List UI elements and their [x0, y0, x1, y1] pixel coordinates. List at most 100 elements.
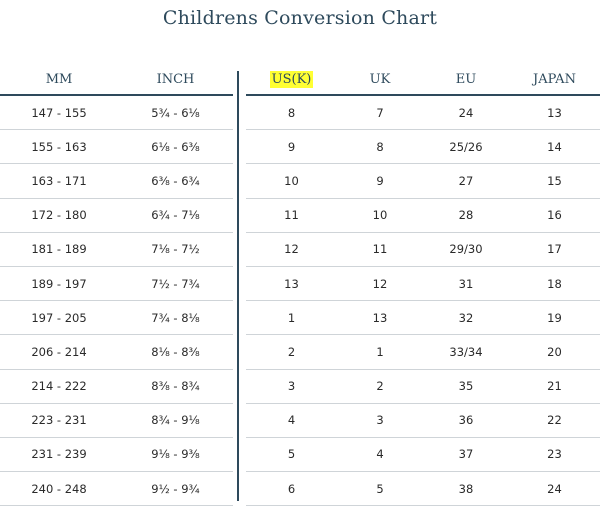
- table-row: 172 - 180 6¾ - 7⅛: [0, 199, 233, 233]
- cell-uk: 3: [376, 413, 384, 428]
- table-row: 9 8 25/26 14: [246, 130, 600, 165]
- cell-eu: 29/30: [449, 242, 483, 257]
- cell-mm: 155 - 163: [31, 139, 87, 154]
- left-header-row: MM INCH: [0, 64, 233, 96]
- header-japan: JAPAN: [533, 71, 576, 87]
- cell-uk: 12: [372, 276, 388, 291]
- cell-mm: 240 - 248: [31, 481, 87, 496]
- cell-japan: 24: [547, 481, 562, 496]
- right-header-row: US(K) UK EU JAPAN: [246, 64, 600, 96]
- table-row: 12 11 29/30 17: [246, 233, 600, 267]
- header-us-highlight: US(K): [269, 70, 314, 88]
- cell-mm: 163 - 171: [31, 173, 87, 188]
- cell-inch: 6⅛ - 6⅜: [151, 139, 200, 154]
- table-row: 214 - 222 8⅜ - 8¾: [0, 370, 233, 404]
- cell-us: 13: [284, 276, 299, 291]
- cell-us: 4: [287, 413, 296, 428]
- cell-us: 11: [284, 208, 299, 223]
- cell-us: 1: [287, 310, 296, 325]
- cell-mm: 147 - 155: [31, 105, 87, 120]
- cell-mm: 223 - 231: [31, 413, 87, 428]
- cell-eu: 37: [458, 447, 474, 462]
- table-row: 4 3 36 22: [246, 404, 600, 438]
- table-row: 11 10 28 16: [246, 199, 600, 233]
- table-row: 163 - 171 6⅜ - 6¾: [0, 164, 233, 199]
- table-row: 197 - 205 7¾ - 8⅛: [0, 301, 233, 336]
- table-row: 1 13 32 19: [246, 301, 600, 336]
- cell-uk: 4: [376, 447, 384, 462]
- cell-uk: 9: [376, 173, 384, 188]
- cell-mm: 197 - 205: [31, 310, 87, 325]
- cell-uk: 5: [376, 481, 384, 496]
- table-row: 2 1 33/34 20: [246, 335, 600, 370]
- cell-japan: 17: [547, 242, 562, 257]
- cell-inch: 7¾ - 8⅛: [151, 310, 200, 325]
- cell-mm: 206 - 214: [31, 344, 87, 359]
- table-row: 8 7 24 13: [246, 96, 600, 131]
- left-table: MM INCH 147 - 155 5¾ - 6⅛ 155 - 163 6⅛ - 6⅜…: [0, 64, 233, 506]
- table-row: 10 9 27 15: [246, 164, 600, 199]
- cell-japan: 21: [547, 379, 562, 394]
- cell-us: 2: [287, 344, 296, 359]
- table-row: 13 12 31 18: [246, 267, 600, 302]
- header-uk: UK: [369, 71, 391, 87]
- cell-us: 8: [287, 105, 296, 120]
- cell-mm: 172 - 180: [31, 208, 87, 223]
- cell-japan: 23: [547, 447, 562, 462]
- cell-inch: 9⅛ - 9⅜: [151, 447, 200, 462]
- table-row: 231 - 239 9⅛ - 9⅜: [0, 438, 233, 473]
- cell-uk: 2: [376, 379, 384, 394]
- header-mm: MM: [45, 71, 73, 87]
- cell-inch: 7½ - 7¾: [151, 276, 200, 291]
- cell-inch: 8⅛ - 8⅜: [151, 344, 200, 359]
- page-title: Childrens Conversion Chart: [162, 7, 438, 29]
- cell-inch: 8¾ - 9⅛: [151, 413, 200, 428]
- cell-us: 3: [287, 379, 296, 394]
- cell-inch: 6¾ - 7⅛: [151, 208, 200, 223]
- cell-mm: 189 - 197: [31, 276, 87, 291]
- cell-inch: 6⅜ - 6¾: [151, 173, 200, 188]
- table-divider: [237, 71, 239, 501]
- cell-eu: 38: [458, 481, 474, 496]
- cell-japan: 14: [547, 139, 562, 154]
- right-rows: 8 7 24 13 9 8 25/26 14 10 9 27 15 11 10 28 16 12 11 29/30 1…: [246, 96, 600, 506]
- cell-eu: 27: [458, 173, 474, 188]
- header-eu: EU: [455, 71, 477, 87]
- table-row: 155 - 163 6⅛ - 6⅜: [0, 130, 233, 165]
- right-table: US(K) UK EU JAPAN 8 7 24 13 9 8 25/26 14 10 9 27 15…: [246, 64, 600, 506]
- cell-japan: 19: [547, 310, 562, 325]
- cell-inch: 9½ - 9¾: [151, 481, 200, 496]
- cell-eu: 33/34: [449, 344, 483, 359]
- cell-japan: 13: [547, 105, 562, 120]
- cell-uk: 7: [376, 105, 384, 120]
- table-row: 3 2 35 21: [246, 370, 600, 404]
- table-row: 189 - 197 7½ - 7¾: [0, 267, 233, 302]
- cell-inch: 7⅛ - 7½: [151, 242, 200, 257]
- cell-eu: 35: [458, 379, 474, 394]
- cell-inch: 5¾ - 6⅛: [151, 105, 200, 120]
- cell-japan: 15: [547, 173, 562, 188]
- cell-inch: 8⅜ - 8¾: [151, 379, 200, 394]
- header-inch: INCH: [156, 71, 195, 87]
- cell-mm: 231 - 239: [31, 447, 87, 462]
- cell-mm: 214 - 222: [31, 379, 87, 394]
- cell-us: 5: [287, 447, 296, 462]
- cell-uk: 11: [372, 242, 388, 257]
- table-row: 147 - 155 5¾ - 6⅛: [0, 96, 233, 131]
- cell-uk: 8: [376, 139, 384, 154]
- cell-us: 6: [287, 481, 296, 496]
- table-row: 181 - 189 7⅛ - 7½: [0, 233, 233, 267]
- cell-uk: 1: [376, 344, 384, 359]
- cell-us: 12: [284, 242, 299, 257]
- cell-eu: 32: [458, 310, 474, 325]
- cell-uk: 13: [372, 310, 388, 325]
- header-us: US(K): [246, 70, 337, 88]
- table-row: 5 4 37 23: [246, 438, 600, 473]
- table-row: 206 - 214 8⅛ - 8⅜: [0, 335, 233, 370]
- cell-eu: 36: [458, 413, 474, 428]
- cell-eu: 28: [458, 208, 474, 223]
- cell-mm: 181 - 189: [31, 242, 87, 257]
- cell-japan: 20: [547, 344, 562, 359]
- cell-japan: 22: [547, 413, 562, 428]
- cell-eu: 25/26: [449, 139, 483, 154]
